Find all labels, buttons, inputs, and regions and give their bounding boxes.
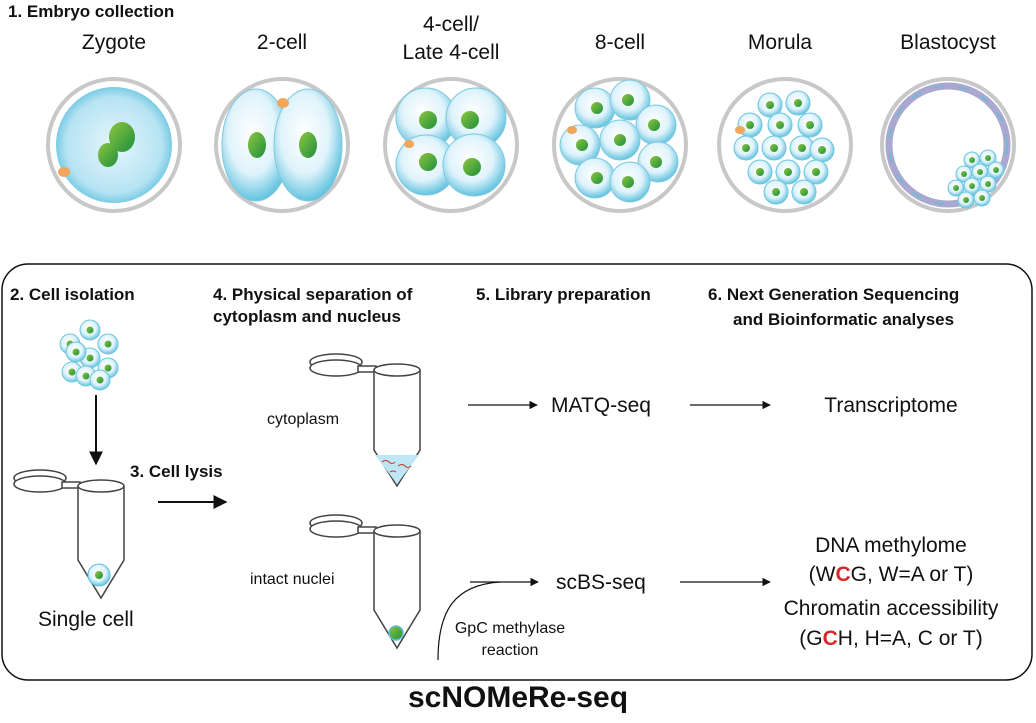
morula-cell <box>809 137 835 163</box>
intact-nuclei-label: intact nuclei <box>250 571 335 588</box>
step4-title-l2: cytoplasm and nucleus <box>213 307 401 326</box>
morula-cell <box>803 159 829 185</box>
morula-cell <box>785 90 811 116</box>
gpc-label-l1: GpC methylase <box>454 620 566 637</box>
eight-cell-embryo <box>552 77 688 213</box>
scbs-seq-label: scBS-seq <box>556 571 646 594</box>
isolated-cells-cluster <box>59 319 119 391</box>
morula-cell <box>733 135 759 161</box>
step6-title-l2: and Bioinformatic analyses <box>733 310 955 329</box>
gpc-label-l2: reaction <box>481 642 539 659</box>
wcg-context: (WCG, W=A or T) <box>808 563 974 586</box>
isolated-cell <box>65 341 87 363</box>
method-name: scNOMeRe-seq <box>407 681 629 714</box>
transcriptome-label: Transcriptome <box>824 394 958 417</box>
step2-title: 2. Cell isolation <box>10 285 135 304</box>
blastocyst-embryo <box>880 77 1016 213</box>
inner-cell-mass-cell <box>987 161 1005 179</box>
stage-label-8cell: 8-cell <box>594 31 646 54</box>
step5-title: 5. Library preparation <box>476 285 651 304</box>
matq-seq-label: MATQ-seq <box>551 394 651 417</box>
morula-embryo <box>717 77 853 213</box>
stage-label-blastocyst: Blastocyst <box>900 31 996 54</box>
stage-label-4cell-l2: Late 4-cell <box>402 41 500 64</box>
isolated-cell <box>89 369 111 391</box>
inner-cell-mass-cell <box>963 151 981 169</box>
stage-label-2cell: 2-cell <box>256 31 308 54</box>
chromatin-label: Chromatin accessibility <box>783 597 999 620</box>
inner-cell-mass-cell <box>955 165 973 183</box>
cytoplasm-label: cytoplasm <box>267 411 340 428</box>
inner-cell-mass-cell <box>971 163 989 181</box>
step3-title: 3. Cell lysis <box>130 462 223 481</box>
zygote-embryo <box>46 77 182 213</box>
single-cell-tube <box>13 469 125 600</box>
step1-title: 1. Embryo collection <box>8 2 175 21</box>
cytoplasm-tube <box>309 353 421 488</box>
morula-cell <box>747 159 773 185</box>
step6-title-l1: 6. Next Generation Sequencing <box>708 285 960 304</box>
workflow-box <box>1 263 1033 681</box>
gch-context: (GCH, H=A, C or T) <box>799 627 983 650</box>
stage-label-4cell-l1: 4-cell/ <box>422 13 480 36</box>
gpc-curve <box>437 581 501 661</box>
morula-cell <box>791 179 817 205</box>
morula-cell <box>775 159 801 185</box>
nuclei-tube <box>309 514 421 650</box>
step4-title-l1: 4. Physical separation of <box>213 285 413 304</box>
two-cell-embryo <box>214 77 350 213</box>
stage-label-morula: Morula <box>747 31 813 54</box>
inner-cell-mass-cell <box>957 191 975 209</box>
morula-cell <box>763 179 789 205</box>
isolated-cell <box>97 333 119 355</box>
methylome-label: DNA methylome <box>815 534 967 557</box>
stage-label-zygote: Zygote <box>81 31 147 54</box>
inner-cell-mass-cell <box>979 175 997 193</box>
inner-cell-mass-cell <box>973 189 991 207</box>
inner-cell-mass-cell <box>979 149 997 167</box>
four-cell-embryo <box>383 77 519 213</box>
single-cell-label: Single cell <box>38 608 134 631</box>
isolated-cell <box>79 319 101 341</box>
morula-cell <box>761 135 787 161</box>
morula-cell <box>767 112 793 138</box>
morula-cell <box>757 92 783 118</box>
morula-cell <box>797 112 823 138</box>
